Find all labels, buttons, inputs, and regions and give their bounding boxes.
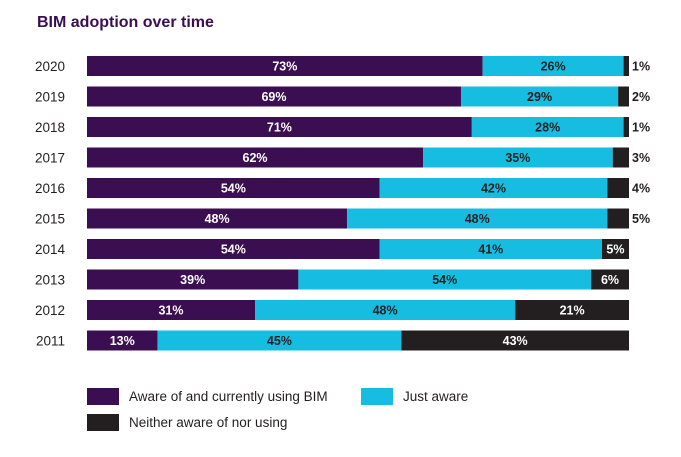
legend-label: Aware of and currently using BIM <box>129 389 328 404</box>
bar-segment <box>601 239 629 259</box>
bar-segment <box>87 86 461 107</box>
bar-segment <box>401 330 629 351</box>
bar-segment <box>379 178 608 198</box>
data-label: 21% <box>560 304 585 318</box>
data-label: 43% <box>503 334 528 348</box>
data-label: 71% <box>267 121 292 135</box>
bar-area: 2020 73% 26% 1% 2019 69% 29% 2% 2018 71% 28% 1% 2017… <box>35 56 650 351</box>
bar-segment <box>298 269 592 290</box>
legend-swatch <box>87 388 119 405</box>
data-label: 41% <box>478 243 503 257</box>
bar-segment <box>591 269 629 290</box>
data-label: 1% <box>632 121 650 135</box>
bar-segment <box>607 208 629 229</box>
data-label: 3% <box>632 151 650 165</box>
data-label: 6% <box>601 273 619 287</box>
bar-segment <box>623 56 629 76</box>
data-label: 28% <box>535 121 560 135</box>
data-label: 5% <box>632 212 650 226</box>
bar-segment <box>87 300 256 320</box>
y-tick-label: 2016 <box>35 181 65 196</box>
data-label: 4% <box>632 182 650 196</box>
bar-segment <box>157 330 402 351</box>
bar-segment <box>87 147 424 168</box>
data-label: 54% <box>221 182 246 196</box>
y-tick-label: 2017 <box>35 151 65 166</box>
y-tick-label: 2012 <box>35 303 65 318</box>
bar-segment <box>255 300 516 320</box>
data-label: 48% <box>205 212 230 226</box>
bar-segment <box>379 239 602 259</box>
data-label: 5% <box>606 243 624 257</box>
y-tick-label: 2011 <box>36 334 65 349</box>
y-tick-label: 2018 <box>35 120 65 135</box>
bar-segment <box>87 117 472 137</box>
data-label: 13% <box>110 334 135 348</box>
data-label: 1% <box>632 60 650 74</box>
data-label: 54% <box>432 273 457 287</box>
bar-segment <box>423 147 613 168</box>
y-tick-label: 2015 <box>35 212 65 227</box>
y-tick-label: 2020 <box>35 59 65 74</box>
y-tick-label: 2013 <box>35 273 65 288</box>
bar-segment <box>618 86 629 107</box>
bar-segment <box>87 208 348 229</box>
bar-segment <box>515 300 629 320</box>
data-label: 62% <box>243 151 268 165</box>
bar-segment <box>87 178 380 198</box>
bar-segment <box>471 117 624 137</box>
bar-segment <box>87 269 299 290</box>
data-label: 48% <box>465 212 490 226</box>
bar-segment <box>612 147 629 168</box>
legend: Aware of and currently using BIM Just awa… <box>87 388 468 431</box>
legend-swatch <box>361 388 393 405</box>
bar-segment <box>87 330 158 351</box>
bar-segment <box>482 56 624 76</box>
data-label: 73% <box>272 60 297 74</box>
data-label: 48% <box>373 304 398 318</box>
data-label: 31% <box>158 304 183 318</box>
bar-segment <box>87 239 380 259</box>
data-label: 42% <box>481 182 506 196</box>
y-tick-label: 2014 <box>35 242 66 257</box>
bar-segment <box>87 56 483 76</box>
bar-segment <box>623 117 629 137</box>
bar-segment <box>460 86 619 107</box>
legend-swatch <box>87 414 119 431</box>
data-label: 35% <box>505 151 530 165</box>
data-label: 2% <box>632 90 650 104</box>
y-tick-label: 2019 <box>35 90 65 105</box>
data-label: 26% <box>541 60 566 74</box>
data-label: 54% <box>221 243 246 257</box>
legend-label: Just aware <box>403 389 468 404</box>
chart-title: BIM adoption over time <box>37 14 214 31</box>
bar-segment <box>347 208 608 229</box>
data-label: 45% <box>267 334 292 348</box>
data-label: 39% <box>180 273 205 287</box>
legend-label: Neither aware of nor using <box>129 415 287 430</box>
data-label: 69% <box>261 90 286 104</box>
bar-segment <box>607 178 629 198</box>
data-label: 29% <box>527 90 552 104</box>
